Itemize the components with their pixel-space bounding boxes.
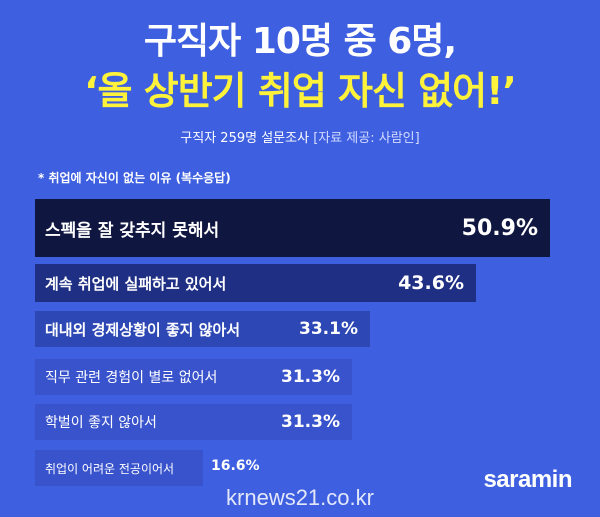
bar-6: 취업이 어려운 전공이어서 <box>35 450 203 486</box>
saramin-logo: saramin <box>483 466 572 493</box>
bar-5: 학벌이 좋지 않아서 31.3% <box>35 404 352 440</box>
bar-label: 직무 관련 경험이 별로 없어서 <box>45 370 218 386</box>
bar-value-label: 16.6% <box>211 458 260 474</box>
bar-1: 스펙을 잘 갖추지 못해서 50.9% <box>35 199 550 257</box>
bar-3: 대내외 경제상황이 좋지 않아서 33.1% <box>35 311 370 347</box>
bar-value-label: 33.1% <box>299 319 358 339</box>
title-line-1: 구직자 10명 중 6명, <box>143 21 457 62</box>
survey-text: 구직자 259명 설문조사 <box>180 131 310 146</box>
bar-label: 취업이 어려운 전공이어서 <box>45 461 175 476</box>
bar-2: 계속 취업에 실패하고 있어서 43.6% <box>35 264 476 302</box>
bar-value-label: 31.3% <box>281 412 340 432</box>
bar-4: 직무 관련 경험이 별로 없어서 31.3% <box>35 359 352 395</box>
watermark: krnews21.co.kr <box>226 485 374 510</box>
chart-note: * 취업에 자신이 없는 이유 (복수응답) <box>38 171 231 185</box>
bar-value-label: 31.3% <box>281 367 340 387</box>
bar-value-label: 50.9% <box>461 215 538 241</box>
bar-label: 학벌이 좋지 않아서 <box>45 415 157 431</box>
source-text: [자료 제공: 사람인] <box>313 131 420 146</box>
survey-info: 구직자 259명 설문조사 [자료 제공: 사람인] <box>0 130 600 148</box>
bar-label: 계속 취업에 실패하고 있어서 <box>45 274 227 293</box>
bar-label: 스펙을 잘 갖추지 못해서 <box>45 220 220 241</box>
bar-value-label: 43.6% <box>398 272 464 294</box>
title-line-2: ‘올 상반기 취업 자신 없어!’ <box>84 69 517 113</box>
bar-label: 대내외 경제상황이 좋지 않아서 <box>45 320 241 339</box>
